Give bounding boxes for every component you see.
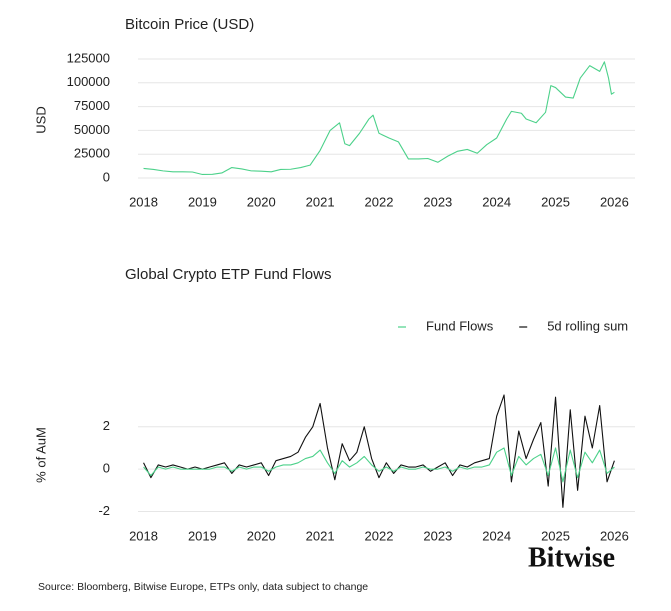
y-tick-label: 0 — [103, 461, 110, 476]
x-tick-label: 2023 — [423, 194, 452, 209]
y-axis-label: USD — [33, 106, 48, 133]
x-tick-label: 2022 — [365, 194, 394, 209]
x-tick-label: 2018 — [129, 528, 158, 543]
chart-title: Bitcoin Price (USD) — [125, 16, 254, 33]
x-tick-label: 2025 — [541, 528, 570, 543]
series-line — [143, 61, 615, 176]
x-tick-label: 2024 — [482, 528, 511, 543]
footnote: Source: Bloomberg, Bitwise Europe, ETPs … — [38, 581, 368, 593]
y-tick-label: -2 — [98, 503, 110, 518]
x-tick-label: 2019 — [188, 528, 217, 543]
x-tick-label: 2025 — [541, 194, 570, 209]
series-line — [143, 394, 615, 508]
y-tick-label: 125000 — [67, 50, 110, 65]
x-tick-label: 2022 — [365, 528, 394, 543]
x-tick-label: 2021 — [306, 528, 335, 543]
legend-label: 5d rolling sum — [547, 318, 628, 333]
x-tick-label: 2019 — [188, 194, 217, 209]
x-tick-label: 2026 — [600, 194, 629, 209]
y-tick-label: 2 — [103, 418, 110, 433]
logo: Bitwise — [528, 542, 615, 573]
x-tick-label: 2018 — [129, 194, 158, 209]
y-tick-label: 100000 — [67, 74, 110, 89]
x-tick-label: 2020 — [247, 194, 276, 209]
x-tick-label: 2023 — [423, 528, 452, 543]
y-tick-label: 50000 — [74, 122, 110, 137]
y-tick-label: 25000 — [74, 146, 110, 161]
series-line — [143, 447, 615, 483]
y-tick-label: 75000 — [74, 98, 110, 113]
legend-label: Fund Flows — [426, 318, 494, 333]
x-tick-label: 2026 — [600, 528, 629, 543]
y-tick-label: 0 — [103, 169, 110, 184]
chart-title: Global Crypto ETP Fund Flows — [125, 266, 331, 283]
x-tick-label: 2024 — [482, 194, 511, 209]
x-tick-label: 2020 — [247, 528, 276, 543]
y-axis-label: % of AuM — [33, 427, 48, 483]
x-tick-label: 2021 — [306, 194, 335, 209]
